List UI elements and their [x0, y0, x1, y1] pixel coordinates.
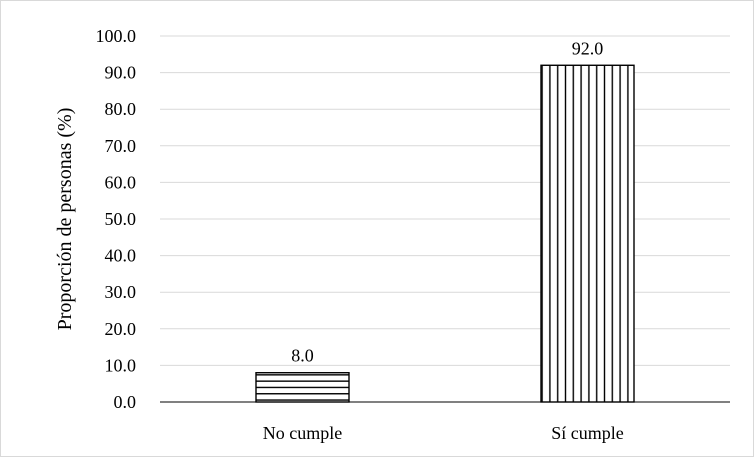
y-axis-ticks: 0.0 10.0 20.0 30.0 40.0 50.0 60.0 70.0 80.0 90.0 1… [96, 26, 137, 412]
y-tick-label: 20.0 [105, 319, 137, 339]
data-labels: 8.0 92.0 [291, 38, 603, 365]
bars [255, 64, 635, 403]
y-tick-label: 100.0 [96, 26, 137, 46]
y-tick-label: 10.0 [105, 355, 137, 375]
y-axis-title: Proporción de personas (%) [54, 108, 76, 331]
y-tick-label: 40.0 [105, 246, 137, 266]
bar-no-cumple [255, 372, 350, 403]
y-tick-label: 60.0 [105, 172, 137, 192]
y-tick-label: 30.0 [105, 282, 137, 302]
data-label: 92.0 [572, 38, 604, 58]
x-axis-ticks: No cumple Sí cumple [263, 423, 624, 443]
y-tick-label: 70.0 [105, 136, 137, 156]
y-tick-label: 50.0 [105, 209, 137, 229]
y-tick-label: 80.0 [105, 99, 137, 119]
x-tick-label: Sí cumple [551, 423, 624, 443]
y-tick-label: 90.0 [105, 63, 137, 83]
y-tick-label: 0.0 [114, 392, 137, 412]
gridlines [160, 35, 730, 366]
data-label: 8.0 [291, 346, 314, 366]
x-tick-label: No cumple [263, 423, 342, 443]
bar-si-cumple [540, 64, 635, 403]
